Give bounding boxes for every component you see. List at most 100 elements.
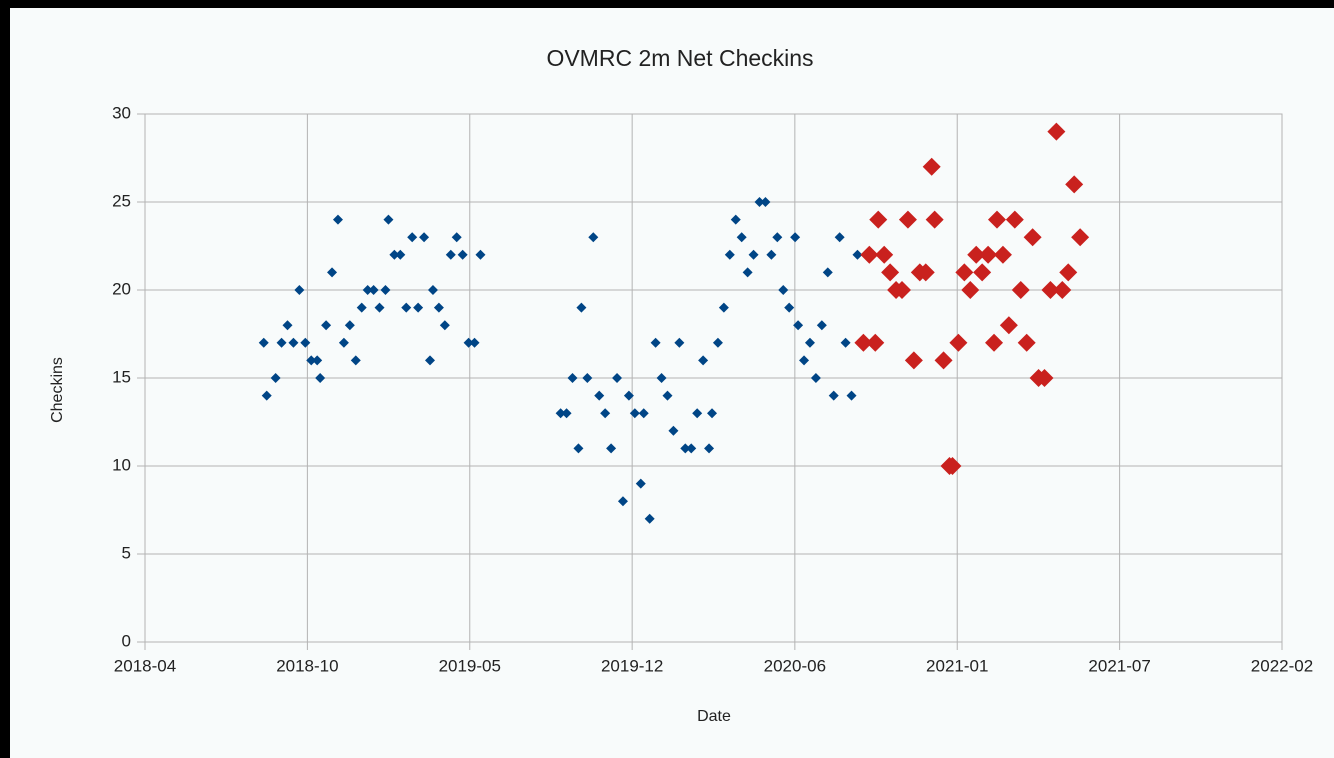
data-point — [419, 232, 430, 243]
data-point — [1035, 369, 1054, 387]
data-point — [576, 302, 587, 313]
data-point — [567, 373, 578, 383]
data-point — [810, 373, 821, 383]
data-point — [573, 443, 584, 454]
data-point — [674, 337, 685, 348]
data-point — [294, 285, 305, 295]
x-tick-label: 2018-10 — [276, 656, 338, 675]
data-point — [854, 333, 873, 352]
data-point — [979, 245, 998, 264]
data-point — [730, 214, 741, 225]
data-point — [612, 373, 623, 383]
data-point — [362, 285, 373, 295]
data-point — [692, 408, 703, 419]
x-tick-label: 2019-12 — [601, 656, 663, 675]
chart-title: OVMRC 2m Net Checkins — [546, 45, 813, 71]
data-point — [321, 320, 332, 331]
y-tick-label: 0 — [122, 631, 131, 650]
data-point — [967, 245, 986, 264]
data-point — [893, 281, 912, 299]
data-point — [350, 355, 361, 366]
data-point — [804, 337, 815, 348]
data-point — [644, 513, 655, 524]
data-point — [606, 443, 617, 454]
data-point — [949, 333, 968, 352]
y-tick-label: 10 — [112, 455, 131, 474]
data-point — [344, 320, 355, 331]
data-point — [1005, 210, 1024, 229]
data-point — [712, 337, 723, 348]
data-point — [623, 390, 634, 401]
data-point — [582, 373, 593, 383]
data-point — [754, 197, 765, 207]
data-point — [799, 355, 810, 366]
data-point — [816, 320, 827, 331]
data-point — [407, 232, 418, 243]
data-point — [898, 210, 917, 229]
data-point — [439, 320, 450, 331]
data-point — [457, 249, 468, 260]
data-point — [742, 267, 753, 278]
data-point — [662, 390, 673, 401]
y-tick-label: 15 — [112, 367, 131, 386]
data-point — [866, 333, 885, 352]
data-point — [686, 443, 697, 454]
data-point — [784, 302, 795, 313]
y-tick-label: 5 — [122, 543, 131, 562]
data-point — [383, 214, 394, 225]
data-point — [1053, 281, 1072, 299]
data-point — [433, 302, 444, 313]
data-point — [629, 408, 640, 419]
x-tick-label: 2021-01 — [926, 656, 988, 675]
data-point — [916, 263, 935, 282]
data-point — [1011, 281, 1030, 299]
data-point — [588, 232, 599, 243]
data-point — [424, 355, 435, 366]
data-point — [904, 351, 923, 370]
plot-frame — [144, 113, 1283, 643]
data-point — [724, 249, 735, 260]
data-point — [985, 333, 1004, 352]
data-point — [288, 337, 299, 348]
data-point — [778, 285, 789, 295]
data-point — [1071, 228, 1090, 247]
data-point — [793, 320, 804, 331]
data-point — [828, 390, 839, 401]
data-point — [1047, 122, 1066, 141]
data-point — [955, 263, 974, 282]
x-tick-label: 2020-06 — [764, 656, 826, 675]
data-point — [1017, 333, 1036, 352]
data-point — [707, 408, 718, 419]
data-point — [389, 249, 400, 260]
data-point — [594, 390, 605, 401]
data-point — [380, 285, 391, 295]
data-point — [680, 443, 691, 454]
data-point — [1059, 263, 1078, 282]
data-point — [300, 337, 311, 348]
data-point — [327, 267, 338, 278]
data-point — [445, 249, 456, 260]
chart-background — [10, 8, 1334, 758]
data-point — [973, 263, 992, 282]
x-tick-label: 2022-02 — [1251, 656, 1313, 675]
data-point — [555, 408, 566, 419]
data-point — [332, 214, 343, 225]
x-tick-label: 2021-07 — [1088, 656, 1150, 675]
data-point — [718, 302, 729, 313]
data-point — [276, 337, 287, 348]
data-point — [638, 408, 649, 419]
data-point — [413, 302, 424, 313]
data-point — [315, 373, 326, 383]
data-point — [961, 281, 980, 299]
data-point — [600, 408, 611, 419]
data-point — [401, 302, 412, 313]
data-point — [427, 285, 438, 295]
data-point — [463, 337, 474, 348]
data-point — [1041, 281, 1060, 299]
data-point — [561, 408, 572, 419]
data-point — [869, 210, 888, 229]
data-point — [635, 478, 646, 489]
data-point — [704, 443, 715, 454]
